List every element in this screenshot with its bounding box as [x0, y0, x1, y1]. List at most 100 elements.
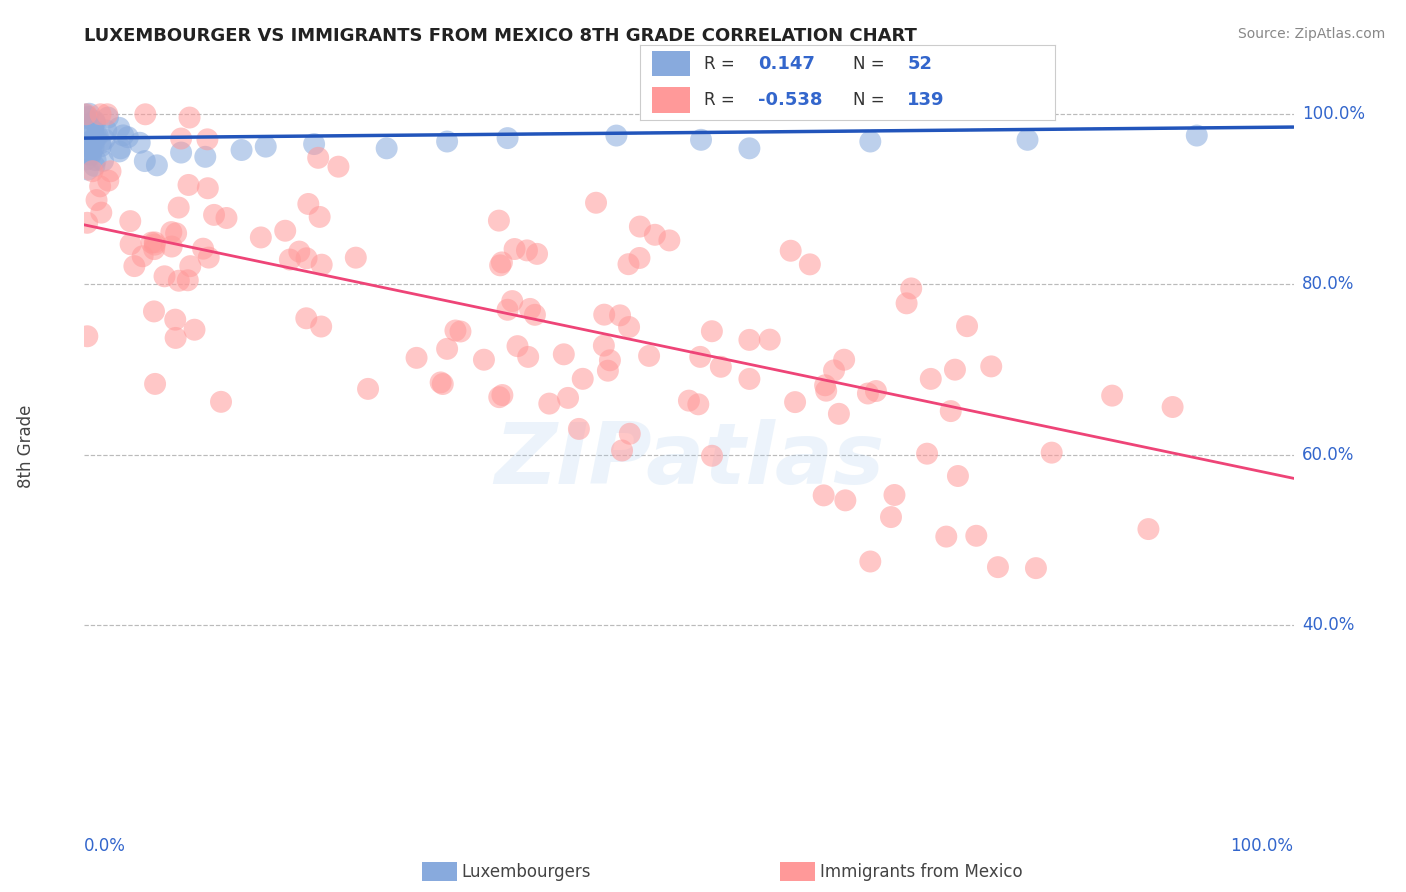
Point — [1185, 128, 1208, 143]
Point — [124, 259, 146, 273]
Point — [75, 125, 97, 139]
Point — [405, 351, 427, 365]
Point — [160, 225, 183, 239]
Point — [758, 333, 780, 347]
Point — [197, 181, 219, 195]
Point — [605, 128, 627, 143]
Point — [815, 384, 838, 398]
Text: 0.0%: 0.0% — [84, 837, 127, 855]
Point — [77, 136, 100, 150]
Point — [700, 324, 723, 338]
Point — [328, 160, 350, 174]
Text: 100.0%: 100.0% — [1302, 105, 1365, 123]
Point — [250, 230, 273, 244]
Point — [89, 179, 111, 194]
Point — [496, 131, 519, 145]
Point — [179, 111, 201, 125]
Point — [82, 122, 104, 136]
Point — [619, 426, 641, 441]
Point — [783, 395, 806, 409]
Point — [143, 376, 166, 391]
Point — [799, 257, 821, 271]
Text: -0.538: -0.538 — [758, 91, 823, 109]
Point — [1025, 561, 1047, 575]
Point — [143, 242, 166, 256]
Point — [496, 302, 519, 317]
Point — [489, 258, 512, 272]
Point — [501, 294, 523, 309]
Point — [84, 115, 107, 129]
Point — [84, 129, 107, 144]
Point — [375, 141, 398, 155]
Point — [170, 145, 193, 160]
Point — [472, 352, 495, 367]
Point — [96, 107, 118, 121]
Text: Source: ZipAtlas.com: Source: ZipAtlas.com — [1237, 27, 1385, 41]
Point — [987, 560, 1010, 574]
Point — [523, 308, 546, 322]
Point — [197, 132, 219, 146]
Point — [311, 258, 333, 272]
Point — [177, 178, 200, 192]
Point — [194, 150, 217, 164]
Point — [134, 154, 156, 169]
Point — [143, 235, 166, 250]
Point — [86, 193, 108, 207]
Text: 80.0%: 80.0% — [1302, 276, 1354, 293]
Point — [444, 324, 467, 338]
Point — [939, 404, 962, 418]
Point — [297, 197, 319, 211]
Point — [80, 145, 103, 160]
Point — [1101, 389, 1123, 403]
Point — [288, 244, 311, 259]
Point — [278, 252, 301, 267]
Point — [93, 132, 115, 146]
Point — [108, 120, 131, 135]
Point — [1137, 522, 1160, 536]
Text: N =: N = — [853, 91, 890, 109]
Point — [429, 376, 451, 390]
Point — [209, 394, 232, 409]
Point — [82, 122, 104, 136]
Point — [76, 216, 98, 230]
Point — [76, 162, 98, 177]
Text: Immigrants from Mexico: Immigrants from Mexico — [820, 863, 1022, 881]
Point — [160, 239, 183, 253]
Point — [76, 329, 98, 343]
Point — [83, 159, 105, 173]
Point — [956, 319, 979, 334]
Point — [307, 151, 329, 165]
Point — [568, 422, 591, 436]
Point — [143, 304, 166, 318]
Point — [128, 136, 150, 150]
Point — [75, 153, 97, 167]
Text: 8th Grade: 8th Grade — [17, 404, 35, 488]
Point — [97, 111, 120, 125]
Text: 0.147: 0.147 — [758, 54, 815, 72]
Text: LUXEMBOURGER VS IMMIGRANTS FROM MEXICO 8TH GRADE CORRELATION CHART: LUXEMBOURGER VS IMMIGRANTS FROM MEXICO 8… — [84, 27, 917, 45]
Point — [617, 257, 640, 271]
Point — [700, 449, 723, 463]
Point — [628, 219, 651, 234]
Point — [90, 205, 112, 219]
Point — [357, 382, 380, 396]
Point — [638, 349, 661, 363]
Point — [308, 210, 330, 224]
Point — [83, 141, 105, 155]
Point — [177, 273, 200, 287]
Text: 40.0%: 40.0% — [1302, 615, 1354, 633]
Text: 52: 52 — [907, 54, 932, 72]
Point — [131, 249, 153, 263]
Point — [813, 488, 835, 502]
Point — [585, 195, 607, 210]
Point — [738, 333, 761, 347]
Text: R =: R = — [704, 91, 740, 109]
Point — [943, 362, 966, 376]
Point — [191, 242, 214, 256]
Point — [83, 134, 105, 148]
Point — [834, 493, 856, 508]
Point — [436, 342, 458, 356]
Point — [828, 407, 851, 421]
Point — [76, 110, 98, 124]
Point — [526, 247, 548, 261]
